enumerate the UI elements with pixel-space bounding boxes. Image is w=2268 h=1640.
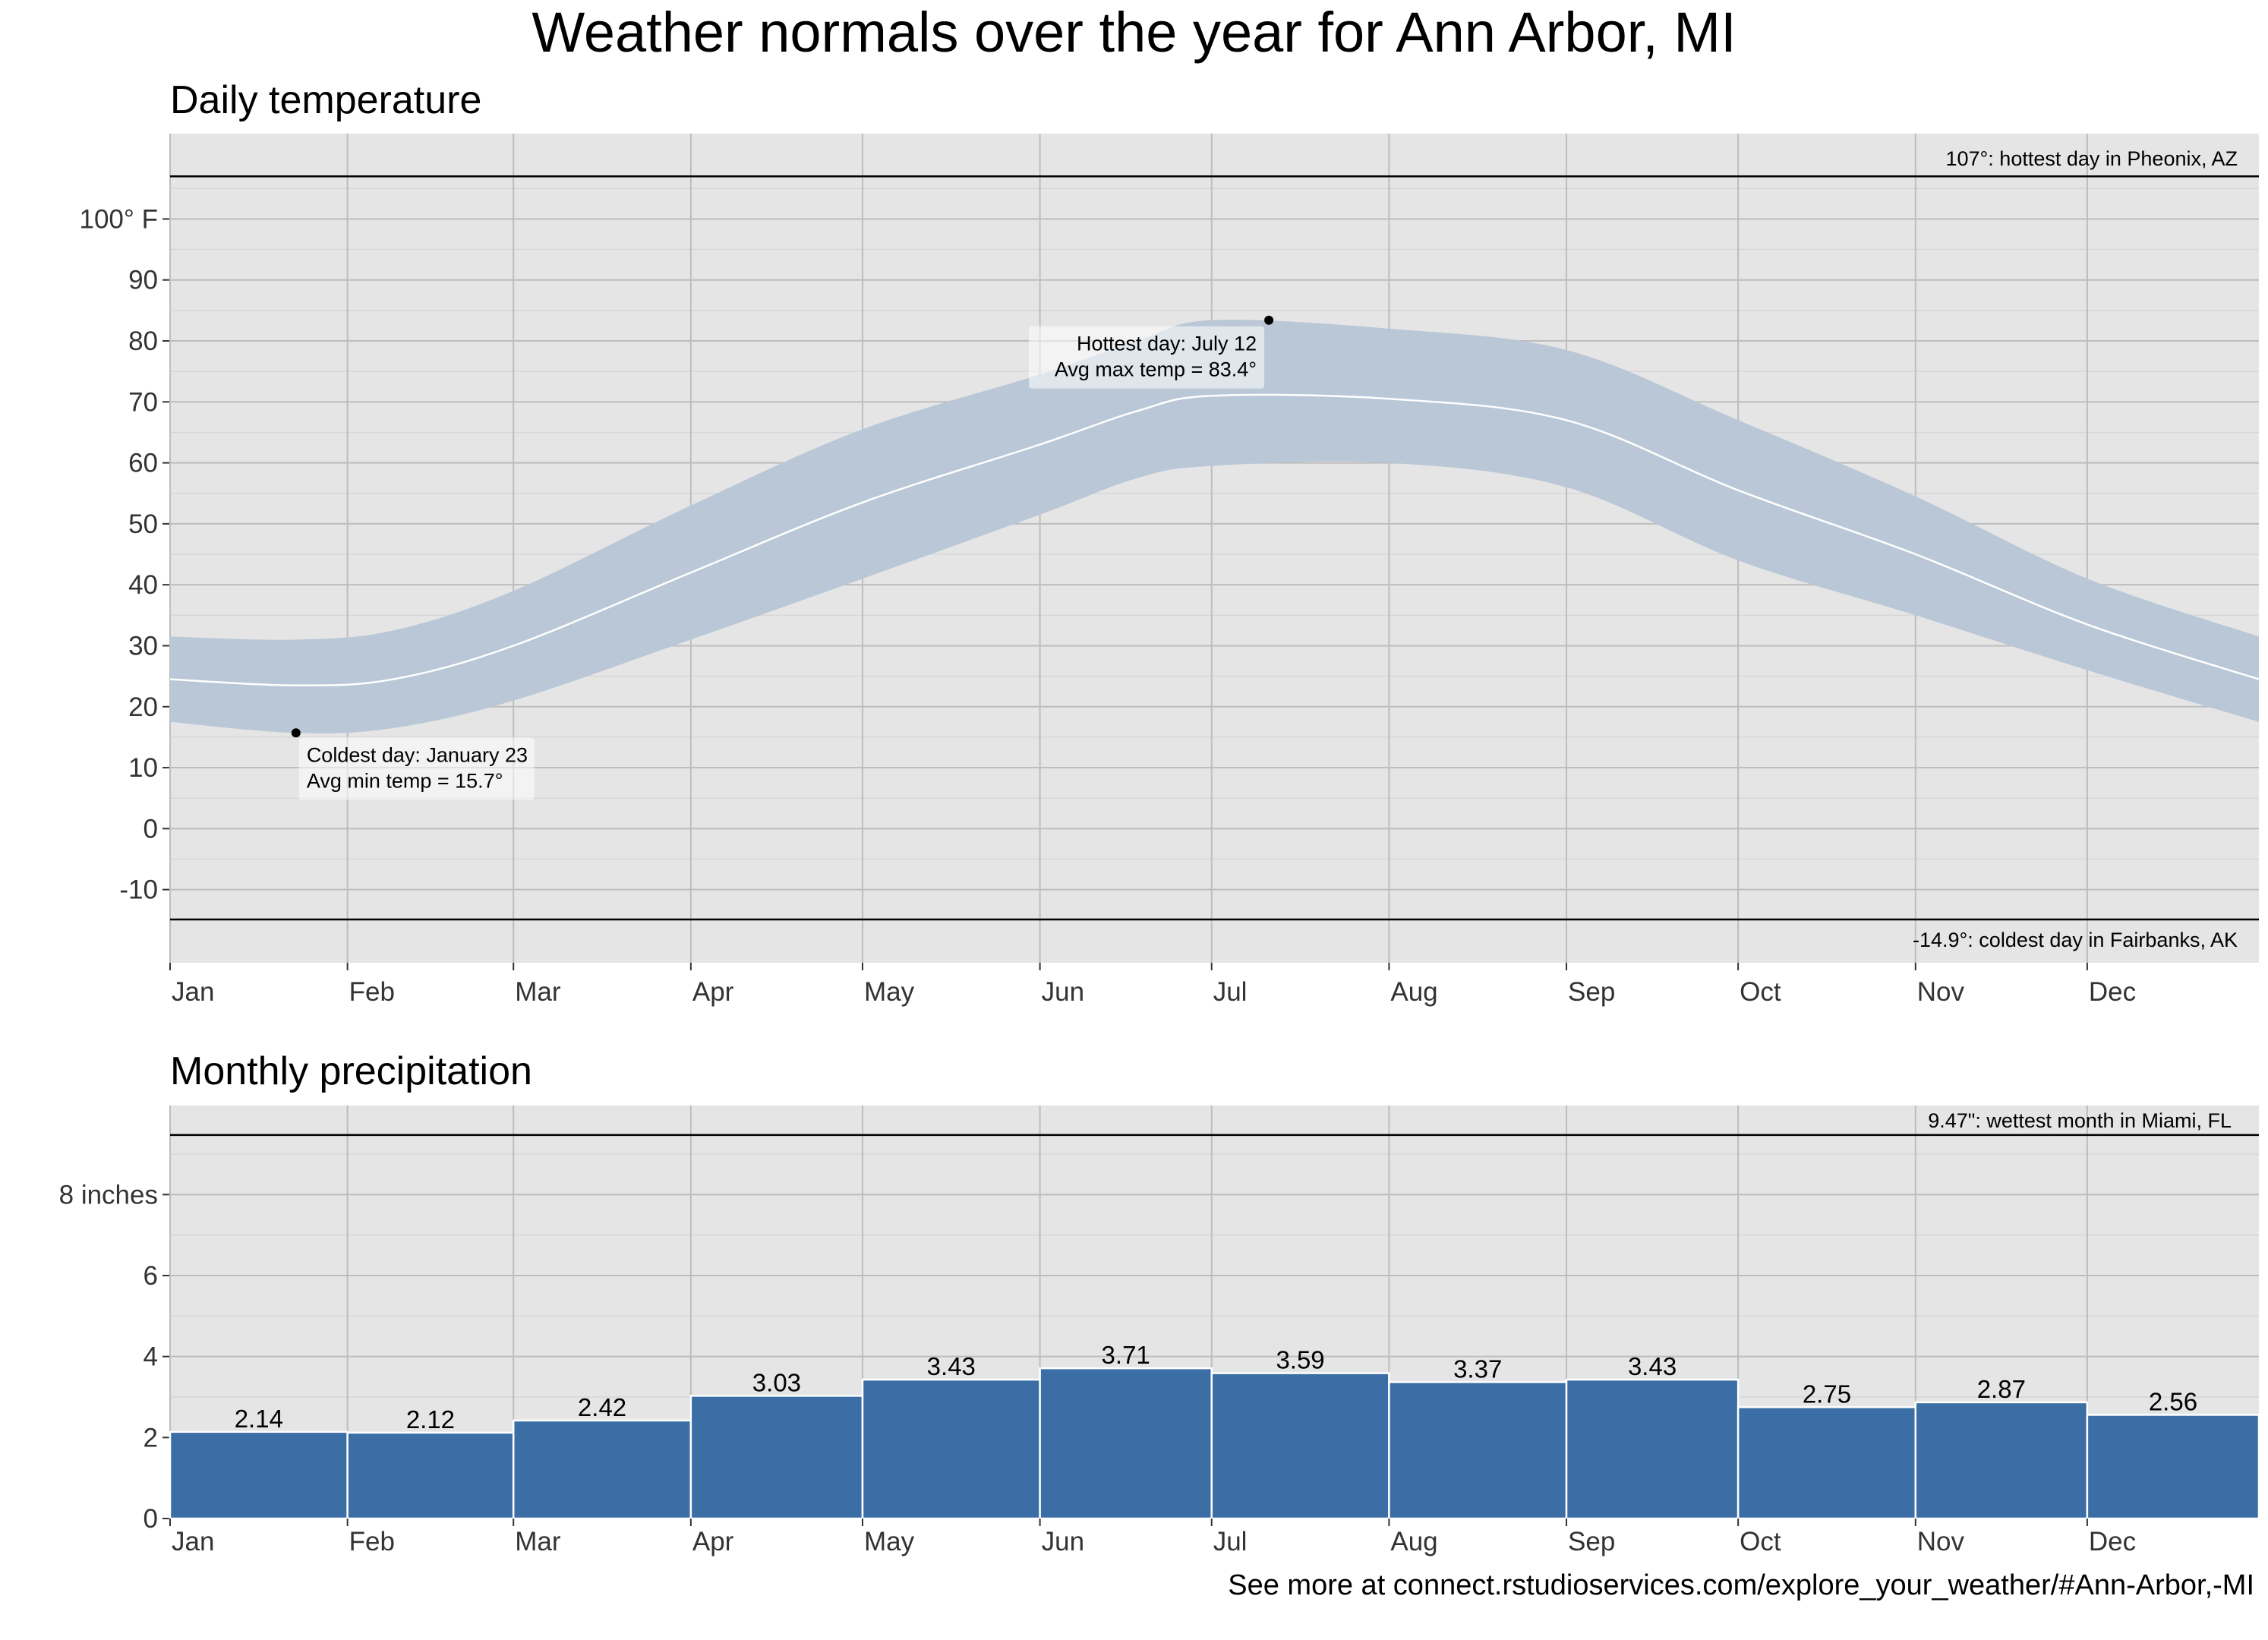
temperature-y-tick-label: -10 <box>119 875 158 905</box>
temperature-x-tick-label: Oct <box>1740 977 1781 1007</box>
precipitation-value-label: 2.75 <box>1803 1380 1851 1408</box>
temperature-y-tick-label: 90 <box>128 266 158 295</box>
precipitation-x-tick-label: Sep <box>1568 1527 1615 1556</box>
temperature-range-band <box>170 320 2259 733</box>
temperature-y-tick-label: 30 <box>128 631 158 661</box>
temperature-y-tick-label: 80 <box>128 326 158 356</box>
temperature-annotation-text: Hottest day: July 12 <box>1077 333 1257 355</box>
precipitation-value-label: 2.87 <box>1977 1375 2026 1403</box>
temperature-plot: 100° F 90 80 70 60 50 40 30 20 10 0 -10 Jan Feb Mar Apr… <box>80 134 2260 1007</box>
precipitation-x-tick-label: Feb <box>349 1527 395 1556</box>
precipitation-x-tick-label: Apr <box>692 1527 734 1556</box>
precipitation-value-label: 3.03 <box>752 1368 801 1396</box>
precipitation-reference-label: 9.47": wettest month in Miami, FL <box>1928 1109 2232 1132</box>
precipitation-bar <box>2086 1414 2260 1520</box>
chart-title: Weather normals over the year for Ann Ar… <box>532 1 1736 64</box>
temperature-mean-line <box>169 393 2260 686</box>
temperature-x-tick-label: Jan <box>172 977 214 1007</box>
temperature-y-tick-label: 40 <box>128 570 158 600</box>
temperature-x-tick-label: Aug <box>1390 977 1437 1007</box>
temperature-annotation-box <box>1029 326 1265 389</box>
temperature-x-tick-label: Nov <box>1917 977 1965 1007</box>
precipitation-bar <box>1736 1406 1917 1520</box>
temperature-y-tick-label: 60 <box>128 449 158 478</box>
precipitation-bar <box>861 1378 1041 1520</box>
temperature-y-tick-label: 70 <box>128 387 158 417</box>
precipitation-value-label: 2.42 <box>578 1393 626 1421</box>
precipitation-x-tick-label: Mar <box>515 1527 561 1556</box>
temperature-x-tick-label: Jun <box>1042 977 1084 1007</box>
precipitation-y-tick-label: 0 <box>144 1504 158 1534</box>
precipitation-value-label: 3.37 <box>1453 1355 1502 1383</box>
temperature-x-tick-label: Mar <box>515 977 561 1007</box>
temperature-reference-label: -14.9°: coldest day in Fairbanks, AK <box>1913 929 2238 951</box>
temperature-panel-title: Daily temperature <box>170 78 482 122</box>
precipitation-bar <box>689 1395 864 1520</box>
precipitation-x-tick-label: Dec <box>2089 1527 2136 1556</box>
source-footer: See more at connect.rstudioservices.com/… <box>1228 1569 2254 1601</box>
precipitation-value-label: 3.43 <box>927 1352 976 1380</box>
precipitation-bar <box>1914 1401 2089 1520</box>
temperature-y-tick-label: 20 <box>128 692 158 722</box>
precipitation-x-tick-label: Jun <box>1042 1527 1084 1556</box>
precipitation-x-tick-label: Jul <box>1213 1527 1248 1556</box>
precipitation-value-label: 3.71 <box>1102 1341 1150 1369</box>
temperature-annotation-text: Coldest day: January 23 <box>307 743 528 766</box>
precipitation-value-label: 3.43 <box>1628 1352 1677 1380</box>
precipitation-value-label: 2.56 <box>2149 1387 2197 1415</box>
temperature-annotation-box <box>298 737 535 800</box>
temperature-extreme-point <box>291 728 301 738</box>
precipitation-y-tick-label: 2 <box>144 1423 158 1452</box>
temperature-x-tick-label: Dec <box>2089 977 2136 1007</box>
precipitation-value-label: 2.12 <box>406 1405 455 1433</box>
precipitation-bar <box>1210 1372 1390 1520</box>
precipitation-value-label: 2.14 <box>235 1405 283 1433</box>
precipitation-value-label: 3.59 <box>1276 1346 1324 1374</box>
temperature-x-tick-label: Apr <box>692 977 734 1007</box>
temperature-x-tick-label: Jul <box>1213 977 1248 1007</box>
precipitation-bar <box>1388 1381 1568 1520</box>
temperature-y-tick-label: 10 <box>128 753 158 783</box>
temperature-y-tick-label: 0 <box>144 814 158 844</box>
precipitation-plot: 8 inches 6 4 2 0 2.14 Jan 2.12 Feb 2.42 Mar 3.03 Apr… <box>59 1105 2260 1556</box>
temperature-x-tick-label: May <box>864 977 915 1007</box>
temperature-annotation-text: Avg max temp = 83.4° <box>1055 358 1257 381</box>
temperature-y-tick-label: 100° F <box>80 204 159 234</box>
precipitation-y-tick-label: 6 <box>144 1261 158 1291</box>
precipitation-bar <box>169 1430 349 1520</box>
precipitation-bar <box>346 1431 515 1520</box>
precipitation-y-tick-label: 4 <box>144 1342 158 1372</box>
precipitation-y-tick-label: 8 inches <box>59 1180 158 1210</box>
temperature-extreme-point <box>1264 315 1274 325</box>
temperature-reference-label: 107°: hottest day in Pheonix, AZ <box>1945 147 2238 170</box>
precipitation-x-tick-label: Jan <box>172 1527 214 1556</box>
temperature-x-tick-label: Feb <box>349 977 395 1007</box>
precipitation-panel-title: Monthly precipitation <box>170 1049 532 1093</box>
precipitation-bar <box>1565 1378 1740 1520</box>
precipitation-bar <box>1039 1367 1213 1520</box>
precipitation-x-tick-label: Oct <box>1740 1527 1781 1556</box>
temperature-annotation-text: Avg min temp = 15.7° <box>307 769 503 792</box>
precipitation-x-tick-label: Aug <box>1390 1527 1437 1556</box>
precipitation-bar <box>512 1419 692 1520</box>
precipitation-x-tick-label: Nov <box>1917 1527 1965 1556</box>
temperature-x-tick-label: Sep <box>1568 977 1615 1007</box>
precipitation-x-tick-label: May <box>864 1527 915 1556</box>
temperature-y-tick-label: 50 <box>128 509 158 539</box>
